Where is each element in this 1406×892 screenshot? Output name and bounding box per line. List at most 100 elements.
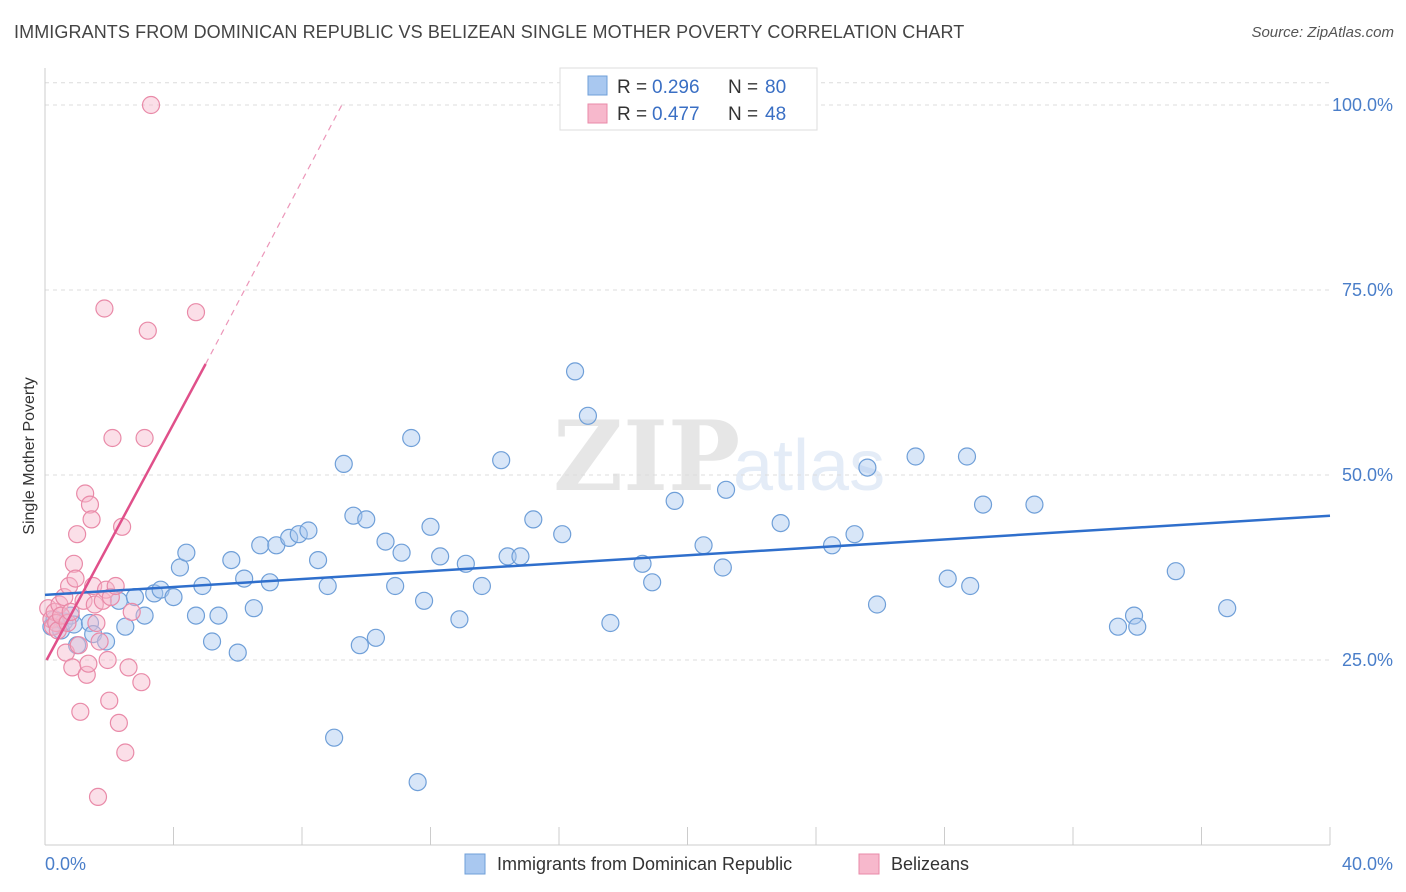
point-belizean [66,569,85,588]
point-dominican [1166,562,1185,581]
y-axis-label: Single Mother Poverty [21,377,38,534]
point-dominican [938,569,957,588]
point-dominican [450,610,469,629]
point-belizean [141,95,161,115]
point-belizean [116,743,135,762]
x-tick-label-max: 40.0% [1342,854,1393,874]
point-belizean [90,632,109,651]
point-dominican [186,606,206,625]
point-belizean [98,650,117,670]
point-dominican [601,613,620,633]
point-dominican [392,543,411,562]
point-dominican [235,569,254,588]
point-dominican [334,454,353,473]
watermark: ZIP atlas [553,400,885,513]
point-belizean [80,495,100,514]
point-dominican [308,550,328,570]
point-dominican [957,447,977,466]
bottom-legend-label-dominican: Immigrants from Dominican Republic [497,854,792,874]
point-dominican [1128,617,1147,636]
y-tick-label: 75.0% [1342,280,1393,300]
point-dominican [498,547,517,566]
legend-n-label-2: N = [728,104,758,125]
point-belizean [76,484,95,503]
legend-swatch-pink [587,103,608,124]
point-dominican [251,536,270,555]
point-dominican [402,428,421,448]
chart-title: IMMIGRANTS FROM DOMINICAN REPUBLIC VS BE… [14,22,965,42]
point-dominican [96,632,116,651]
point-dominican [511,547,530,566]
point-dominican [845,525,864,544]
point-belizean [122,602,141,622]
y-tick-label: 25.0% [1342,650,1393,670]
point-dominican [299,521,318,540]
point-dominican [386,576,405,596]
legend-r-label-1: R = [617,77,647,98]
point-dominican [961,576,980,596]
legend-r-value-1: 0.296 [652,77,700,98]
point-dominican [421,517,440,536]
point-dominican [524,510,543,529]
point-dominican [289,525,308,544]
point-dominican [643,573,662,592]
point-dominican [80,613,100,633]
point-belizean [103,428,122,448]
point-dominican [771,513,790,533]
point-dominican [350,636,369,655]
trendline-dominican [44,514,1331,597]
point-dominican [973,495,993,514]
y-tick-label: 50.0% [1342,465,1393,485]
point-dominican [858,458,877,477]
point-dominican [244,599,263,618]
point-dominican [318,576,337,596]
point-dominican [578,406,598,425]
point-belizean [95,299,114,318]
legend-n-label-1: N = [728,77,758,98]
point-dominican [228,643,247,662]
point-dominican [177,543,196,562]
axes [44,68,1331,846]
point-belizean [135,428,154,448]
point-belizean [109,713,128,733]
watermark-zip: ZIP [553,400,740,513]
point-dominican [202,632,222,651]
trendlines [44,101,1331,661]
bottom-legend-swatch-dominican [464,853,486,875]
legend-n-value-2: 48 [765,104,786,125]
point-belizean [87,613,106,633]
source-credit: Source: ZipAtlas.com [1251,24,1394,41]
y-tick-label: 100.0% [1332,95,1393,115]
y-tick-labels: 25.0% 50.0% 75.0% 100.0% [1332,95,1393,670]
point-dominican [431,547,450,566]
point-dominican [713,558,732,577]
point-dominican [357,510,376,529]
point-belizean [64,554,84,573]
x-tick-marks [44,827,1331,845]
point-dominican [716,480,736,499]
point-dominican [867,595,887,614]
point-belizean [186,303,206,322]
point-dominican [164,587,183,607]
point-dominican [472,576,491,596]
legend-swatch-blue [587,75,608,96]
point-belizean [88,787,108,807]
point-belizean [82,510,101,529]
legend-r-label-2: R = [617,104,647,125]
bottom-legend-swatch-belizeans [858,853,880,875]
point-belizean [101,587,120,607]
point-dominican [694,536,713,555]
trendline-belizeans-extension [205,101,345,365]
watermark-atlas: atlas [733,426,885,506]
point-dominican [325,728,344,747]
point-dominican [280,528,299,548]
point-dominican [1124,606,1144,625]
point-dominican [376,532,395,551]
point-dominican [1025,495,1044,514]
point-dominican [492,451,511,470]
point-dominican [222,550,241,570]
point-dominican [366,628,385,647]
point-belizean [69,636,88,655]
point-belizean [119,658,138,677]
